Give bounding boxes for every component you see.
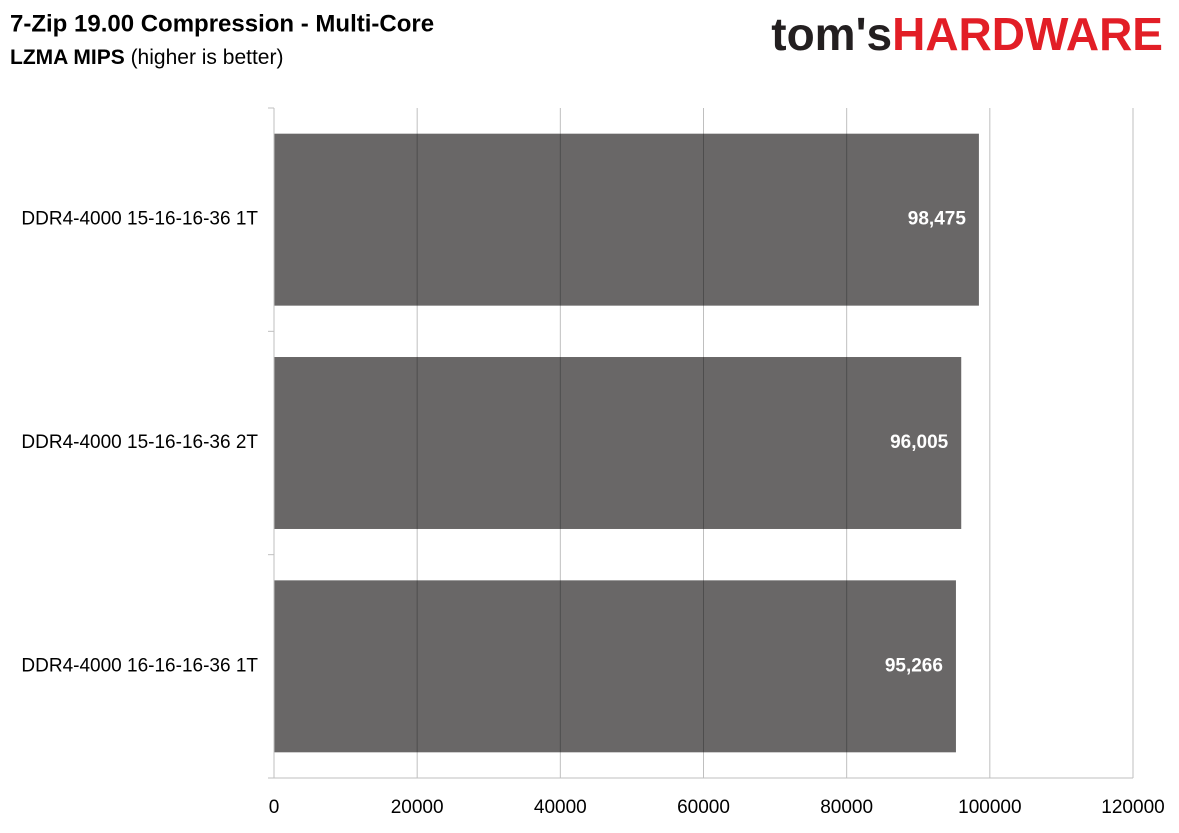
bar xyxy=(274,133,979,306)
logo-prefix: tom's xyxy=(771,8,892,60)
logo: tom'sHARDWARE xyxy=(771,8,1163,60)
x-tick-label: 20000 xyxy=(391,797,444,818)
subtitle-note: (higher is better) xyxy=(131,46,284,69)
category-label: DDR4-4000 16-16-16-36 1T xyxy=(21,655,258,676)
x-tick-label: 0 xyxy=(269,797,280,818)
bar xyxy=(274,357,962,529)
x-tick-label: 40000 xyxy=(534,797,587,818)
bar xyxy=(274,580,956,753)
value-label: 95,266 xyxy=(885,655,943,676)
logo-name: HARDWARE xyxy=(892,8,1163,60)
x-tick-label: 60000 xyxy=(677,797,730,818)
x-tick-label: 80000 xyxy=(820,797,873,818)
category-label: DDR4-4000 15-16-16-36 2T xyxy=(21,432,258,453)
chart-title: 7-Zip 19.00 Compression - Multi-Core xyxy=(10,10,434,37)
value-label: 96,005 xyxy=(890,432,949,453)
subtitle: LZMA MIPS xyxy=(10,46,125,69)
x-tick-label: 100000 xyxy=(958,797,1021,818)
category-label: DDR4-4000 15-16-16-36 1T xyxy=(21,209,258,230)
chart-subtitle: LZMA MIPS (higher is better) xyxy=(10,46,283,69)
x-tick-label: 120000 xyxy=(1101,797,1164,818)
value-label: 98,475 xyxy=(908,209,967,230)
